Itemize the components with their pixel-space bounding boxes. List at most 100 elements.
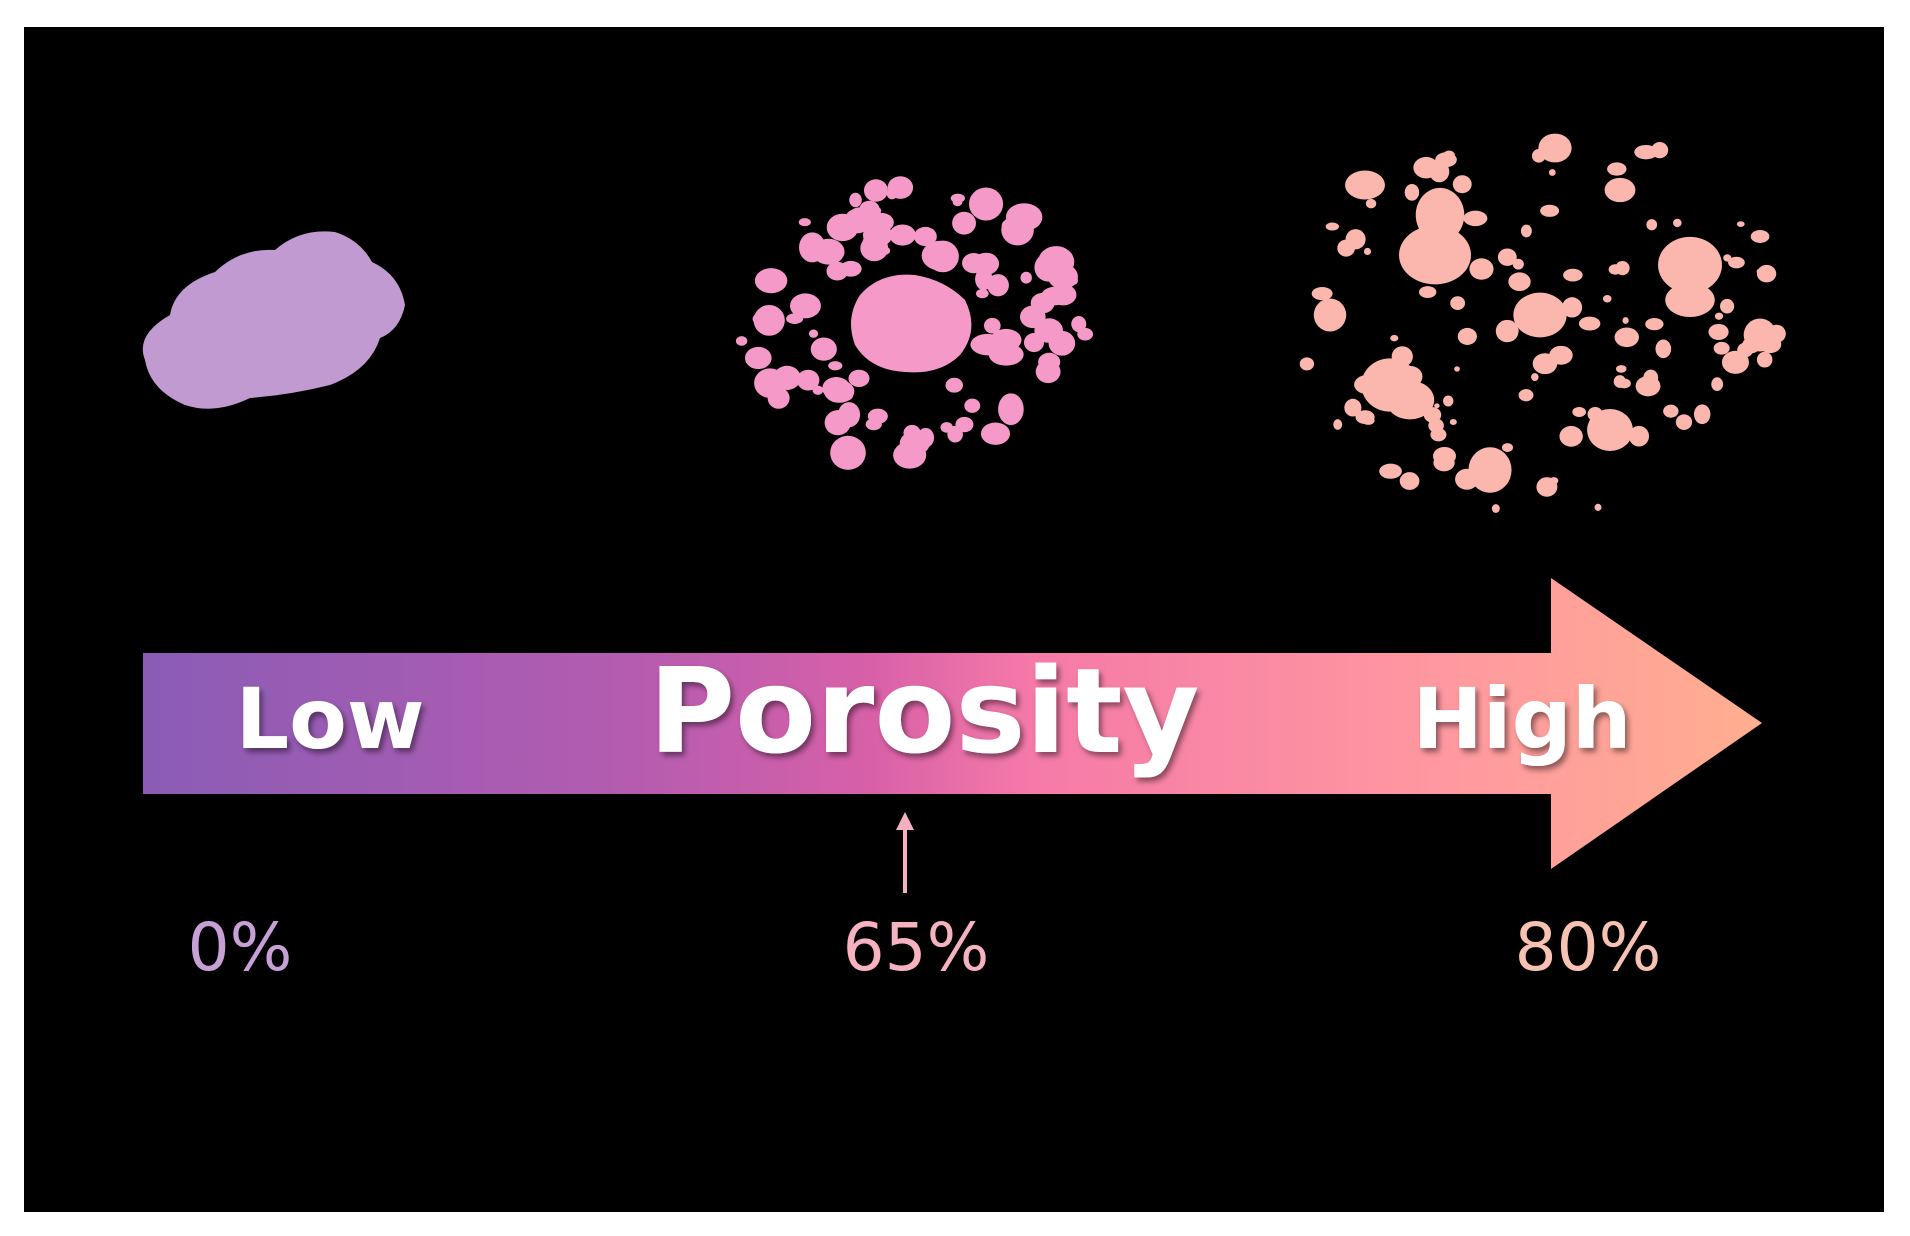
pore-particle (926, 240, 959, 273)
pore-particle (1663, 404, 1679, 418)
pore-particle (810, 337, 837, 361)
pore-particle (1609, 418, 1621, 428)
high-label: High (1412, 670, 1631, 768)
pore-particle (1714, 312, 1724, 320)
pore-particle (754, 268, 788, 294)
pore-particle (998, 393, 1024, 426)
pore-particle (968, 187, 1004, 221)
pore-particle (1518, 389, 1534, 402)
pore-particle (1325, 222, 1340, 231)
solid-particle (142, 231, 405, 409)
marker-label: 0% (188, 909, 293, 986)
pore-particle (976, 288, 989, 299)
pore-particle (789, 293, 821, 319)
pore-particle (1501, 443, 1514, 452)
pore-particle (990, 328, 1022, 352)
pore-particle (1077, 327, 1094, 341)
pore-particle (859, 200, 880, 219)
pore-particle (1531, 373, 1539, 382)
porosity-arrow (143, 578, 1762, 869)
pore-particle (1354, 375, 1381, 395)
pore-particle (849, 192, 862, 208)
pore-particle (1454, 366, 1460, 372)
pore-particle (1041, 286, 1069, 306)
pore-particle (1001, 214, 1034, 246)
pore-particle (828, 361, 843, 371)
pore-particle (1433, 454, 1455, 472)
pore-particle (964, 398, 981, 413)
pore-particle (1430, 427, 1447, 442)
pore-particle (848, 369, 870, 388)
pore-particle (752, 312, 774, 326)
pore-particle (826, 261, 849, 281)
pore-particle (980, 422, 1011, 445)
pore-particle (1418, 286, 1437, 299)
pore-particle (1495, 319, 1519, 343)
pore-particle (955, 416, 974, 433)
pore-particle (945, 377, 963, 393)
pore-particle (1742, 337, 1761, 354)
pore-particle (1615, 261, 1630, 276)
pore-particle (1512, 258, 1524, 270)
pore-particle (1720, 298, 1735, 314)
pore-particle (1450, 296, 1466, 311)
pore-particle (1615, 365, 1627, 373)
pore-particle (1457, 327, 1477, 345)
pore-particle (1313, 298, 1347, 332)
pore-particle (796, 369, 820, 391)
pore-particle (862, 230, 888, 258)
pore-particle (1345, 170, 1385, 200)
pore-particle (786, 313, 804, 324)
pore-particle (1713, 341, 1730, 355)
pore-particle (1673, 218, 1682, 228)
pore-particle (913, 226, 937, 247)
pore-particle (1019, 305, 1046, 329)
pore-particle (1655, 339, 1672, 359)
pore-particle (1023, 333, 1045, 353)
pore-particle (1513, 292, 1567, 338)
pore-particle (1035, 360, 1061, 384)
pore-particle (1416, 225, 1434, 247)
pore-particle (1708, 323, 1729, 340)
pore-particle (1532, 353, 1558, 375)
pore-particle (1594, 503, 1602, 511)
pore-particle (1455, 468, 1479, 490)
pore-particle (744, 346, 772, 370)
pore-particle (837, 389, 854, 401)
pore-particle (865, 418, 882, 431)
pore-particle (1693, 404, 1711, 425)
pore-particle (1767, 324, 1786, 343)
pore-particle (1750, 229, 1770, 243)
pore-particle (1497, 248, 1517, 266)
pore-particle (1311, 286, 1333, 301)
pore-particle (1614, 327, 1639, 348)
pore-particle (889, 224, 916, 246)
pore-particle (1379, 463, 1402, 479)
pore-particle (1365, 198, 1377, 209)
pore-particle (1391, 346, 1413, 367)
pore-particle (1020, 271, 1032, 284)
pore-particle (1469, 258, 1494, 280)
pore-particle (1423, 201, 1442, 221)
pore-particle (824, 410, 851, 436)
pore-particle (735, 336, 748, 346)
pore-particle (808, 329, 819, 338)
pore-particle (952, 211, 976, 235)
pore-particle (1337, 239, 1355, 257)
pore-particle (962, 252, 986, 274)
pore-particle (1587, 407, 1603, 422)
pore-particle (1711, 377, 1724, 392)
pore-particle (1538, 133, 1572, 163)
pore-particle (1363, 247, 1372, 256)
mid-cluster (735, 176, 1094, 470)
pore-particle (1442, 395, 1454, 407)
pore-particle (1399, 472, 1420, 490)
pore-particle (1468, 447, 1512, 493)
core-particle (851, 274, 972, 373)
pore-particle (1658, 236, 1722, 294)
pore-particle (1604, 177, 1636, 203)
pore-particle (1378, 391, 1404, 411)
pore-particle (1559, 425, 1583, 447)
pore-particle (830, 435, 866, 470)
